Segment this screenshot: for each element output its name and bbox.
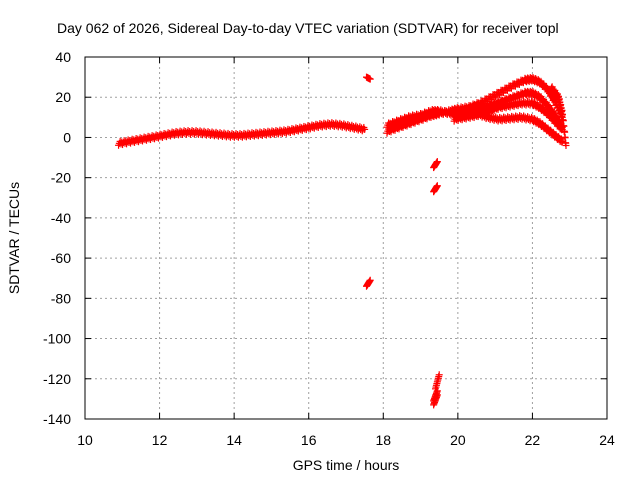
- y-tick-label: -60: [51, 250, 71, 266]
- data-point-marker: [366, 276, 374, 284]
- x-tick-label: 24: [599, 432, 615, 448]
- y-tick-label: -20: [51, 170, 71, 186]
- chart-title: Day 062 of 2026, Sidereal Day-to-day VTE…: [57, 20, 559, 36]
- data-point-marker: [366, 75, 374, 83]
- x-tick-label: 12: [152, 432, 168, 448]
- x-tick-label: 20: [450, 432, 466, 448]
- ticks: 10 12 14 16 18 20 22 24 -140 -120 -100 -80 -60 -40 -20…: [43, 49, 615, 448]
- data-points: [115, 73, 570, 409]
- data-point-marker: [558, 137, 566, 145]
- data-point-marker: [433, 158, 441, 166]
- data-point-marker: [476, 109, 484, 117]
- data-point-marker: [562, 141, 570, 149]
- y-axis-label: SDTVAR / TECUs: [6, 182, 22, 294]
- x-tick-label: 14: [226, 432, 242, 448]
- data-point-marker: [433, 387, 441, 395]
- y-tick-label: -100: [43, 331, 71, 347]
- data-point-marker: [433, 182, 441, 190]
- y-tick-label: 40: [55, 49, 71, 65]
- y-tick-label: -140: [43, 411, 71, 427]
- y-tick-label: 20: [55, 89, 71, 105]
- x-tick-label: 18: [375, 432, 391, 448]
- y-tick-label: 0: [63, 129, 71, 145]
- data-point-marker: [435, 371, 443, 379]
- y-tick-label: -120: [43, 371, 71, 387]
- y-tick-label: -40: [51, 210, 71, 226]
- plot-frame: [84, 56, 608, 420]
- x-tick-label: 22: [525, 432, 541, 448]
- x-tick-label: 10: [77, 432, 93, 448]
- x-axis-label: GPS time / hours: [293, 457, 400, 473]
- data-point-marker: [480, 110, 488, 118]
- grid: [85, 57, 607, 419]
- y-tick-label: -80: [51, 290, 71, 306]
- data-point-marker: [361, 125, 369, 133]
- x-tick-label: 16: [301, 432, 317, 448]
